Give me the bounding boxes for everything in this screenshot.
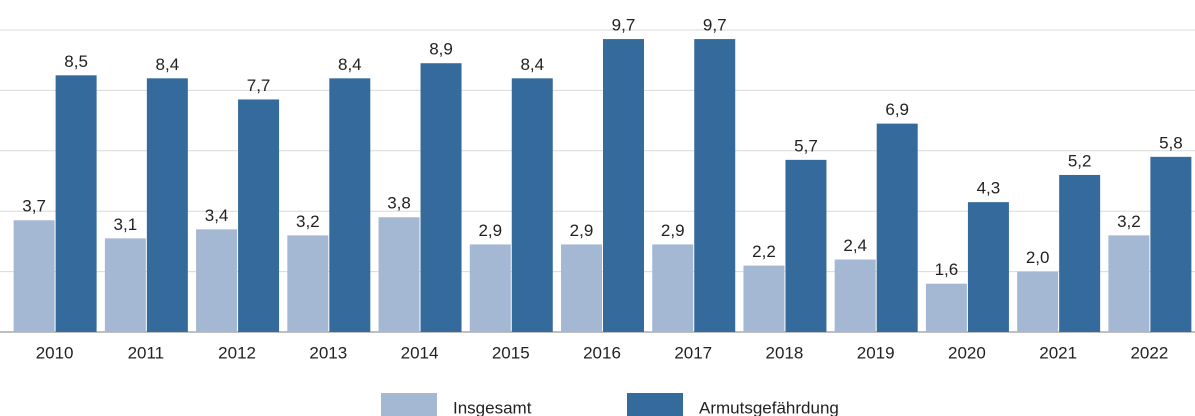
value-label: 8,4: [156, 55, 180, 74]
x-tick-label: 2022: [1130, 343, 1168, 362]
bar: [378, 217, 420, 332]
value-label: 9,7: [703, 16, 727, 35]
bar: [329, 78, 371, 332]
value-label: 2,9: [661, 221, 685, 240]
x-tick-label: 2021: [1039, 343, 1077, 362]
bar: [1108, 235, 1150, 332]
value-label: 3,2: [1117, 212, 1141, 231]
value-label: 4,3: [977, 179, 1001, 198]
bar: [785, 159, 827, 332]
bar: [55, 75, 97, 333]
value-label: 2,9: [570, 221, 594, 240]
bar: [469, 244, 511, 332]
value-label: 6,9: [885, 100, 909, 119]
value-label: 8,5: [64, 52, 88, 71]
bar: [13, 220, 55, 332]
x-tick-label: 2018: [766, 343, 804, 362]
bar: [287, 235, 329, 332]
value-label: 2,9: [478, 221, 502, 240]
value-label: 8,9: [429, 40, 453, 59]
legend-swatch: [627, 393, 683, 416]
x-tick-label: 2015: [492, 343, 530, 362]
bar: [238, 99, 280, 333]
bar: [420, 63, 462, 332]
bar: [104, 238, 146, 332]
bar: [652, 244, 694, 332]
x-tick-label: 2019: [857, 343, 895, 362]
legend-label: Insgesamt: [453, 398, 532, 416]
legend-label: Armutsgefährdung: [699, 398, 839, 416]
value-label: 8,4: [520, 55, 544, 74]
bar: [967, 202, 1009, 332]
x-tick-label: 2014: [401, 343, 439, 362]
bar: [196, 229, 238, 332]
bar: [925, 283, 967, 332]
bar: [876, 123, 918, 333]
x-tick-label: 2012: [218, 343, 256, 362]
x-tick-label: 2020: [948, 343, 986, 362]
value-label: 3,2: [296, 212, 320, 231]
bar: [561, 244, 602, 332]
x-tick-label: 2010: [36, 343, 74, 362]
bar: [603, 39, 644, 333]
x-tick-label: 2013: [309, 343, 347, 362]
bar: [743, 265, 785, 332]
value-label: 2,0: [1026, 248, 1050, 267]
bar: [694, 39, 736, 333]
value-label: 1,6: [935, 260, 959, 279]
value-label: 5,8: [1159, 133, 1183, 152]
value-label: 8,4: [338, 55, 362, 74]
value-label: 5,2: [1068, 151, 1092, 170]
x-tick-label: 2017: [674, 343, 712, 362]
value-label: 2,4: [843, 236, 867, 255]
x-tick-label: 2011: [128, 343, 165, 362]
value-label: 3,8: [387, 194, 411, 213]
value-label: 3,4: [205, 206, 229, 225]
bar: [1150, 156, 1192, 332]
x-tick-label: 2016: [583, 343, 621, 362]
value-label: 9,7: [612, 16, 636, 35]
value-label: 3,1: [114, 215, 138, 234]
bar: [1059, 174, 1101, 332]
bar: [146, 78, 188, 332]
legend-swatch: [381, 393, 437, 416]
value-label: 7,7: [247, 76, 271, 95]
bar: [1017, 271, 1059, 332]
value-label: 5,7: [794, 136, 818, 155]
bar: [834, 259, 876, 332]
bar: [511, 78, 553, 332]
value-label: 3,7: [22, 197, 46, 216]
value-label: 2,2: [752, 242, 776, 261]
